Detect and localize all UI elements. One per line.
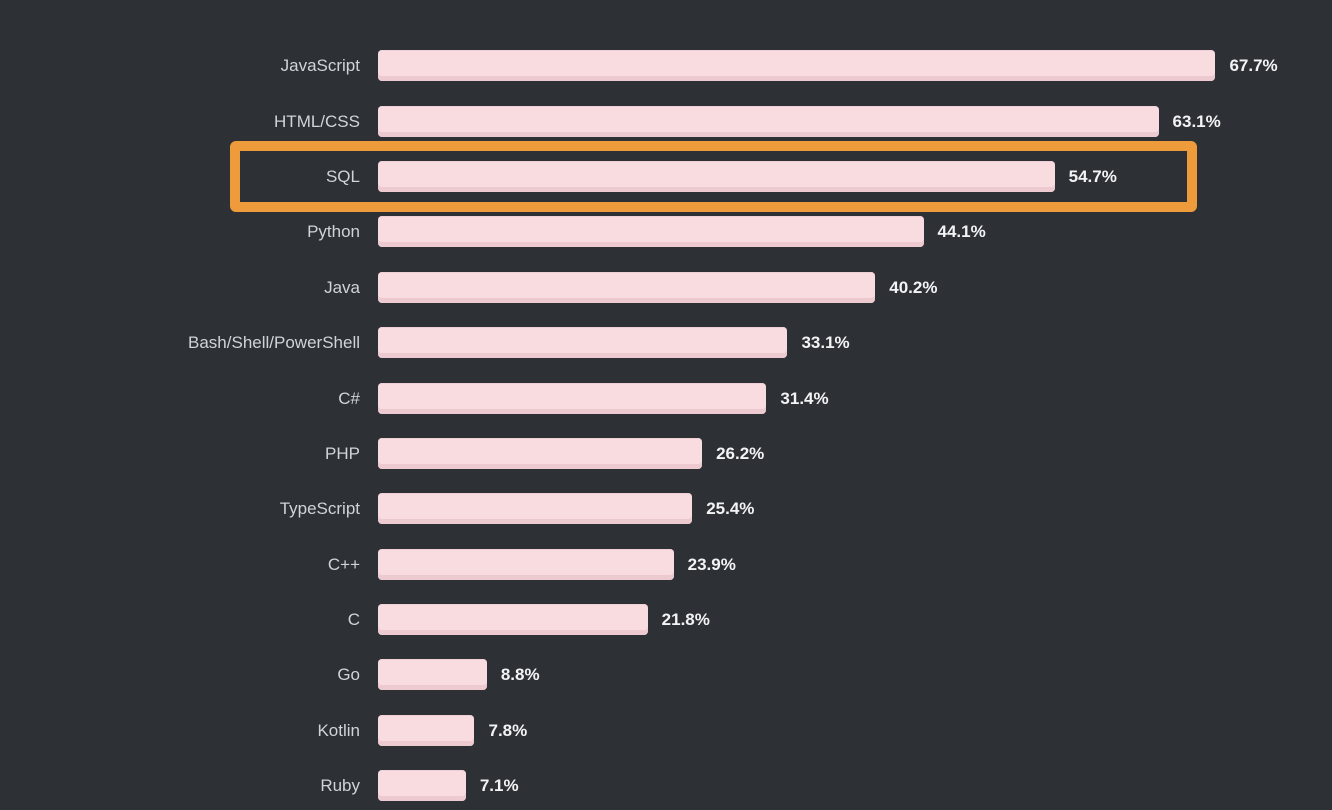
bar (378, 160, 1055, 192)
bar-row: Java 40.2% (0, 260, 1332, 315)
category-label: Go (337, 665, 360, 685)
bar (378, 659, 487, 691)
category-label: Python (307, 222, 360, 242)
bar-row: C# 31.4% (0, 370, 1332, 425)
bar-rows: JavaScript 67.7% HTML/CSS 63.1% SQL 54.7% Pyth… (0, 38, 1332, 810)
value-label: 7.8% (488, 720, 528, 740)
bar-row: SQL 54.7% (0, 149, 1332, 204)
bar (378, 548, 674, 580)
bar-row: Python 44.1% (0, 204, 1332, 259)
bar-row: C++ 23.9% (0, 537, 1332, 592)
bar-row: JavaScript 67.7% (0, 38, 1332, 93)
value-label: 31.4% (780, 388, 829, 408)
bar (378, 105, 1159, 137)
bar-row: Bash/Shell/PowerShell 33.1% (0, 315, 1332, 370)
bar (378, 50, 1216, 82)
category-label: C# (338, 388, 360, 408)
bar (378, 271, 876, 303)
category-label: Java (324, 277, 360, 297)
bar-row: PHP 26.2% (0, 426, 1332, 481)
category-label: SQL (325, 166, 360, 186)
category-label: Ruby (320, 776, 360, 796)
value-label: 25.4% (706, 499, 755, 519)
bar-row: TypeScript 25.4% (0, 481, 1332, 536)
value-label: 54.7% (1068, 166, 1117, 186)
bar (378, 437, 703, 469)
value-label: 21.8% (661, 610, 710, 630)
bar-row: Ruby 7.1% (0, 758, 1332, 810)
bar (378, 770, 466, 802)
value-label: 26.2% (716, 443, 765, 463)
value-label: 40.2% (889, 277, 938, 297)
value-label: 33.1% (801, 333, 850, 353)
bar-row: Kotlin 7.8% (0, 703, 1332, 758)
value-label: 23.9% (687, 554, 736, 574)
category-label: C++ (327, 554, 360, 574)
category-label: TypeScript (279, 499, 360, 519)
bar (378, 382, 767, 414)
bar (378, 604, 648, 636)
bar-row: C 21.8% (0, 592, 1332, 647)
bar (378, 714, 475, 746)
category-label: C (347, 610, 360, 630)
category-label: HTML/CSS (274, 111, 360, 131)
value-label: 63.1% (1172, 111, 1221, 131)
bar-row: Go 8.8% (0, 647, 1332, 702)
bar (378, 493, 693, 525)
value-label: 67.7% (1229, 56, 1278, 76)
category-label: Kotlin (317, 720, 360, 740)
value-label: 8.8% (500, 665, 540, 685)
category-label: PHP (325, 443, 360, 463)
category-label: JavaScript (280, 56, 360, 76)
value-label: 7.1% (479, 776, 519, 796)
bar (378, 327, 788, 359)
bar-row: HTML/CSS 63.1% (0, 93, 1332, 148)
bar (378, 216, 924, 248)
value-label: 44.1% (937, 222, 986, 242)
category-label: Bash/Shell/PowerShell (188, 333, 360, 353)
